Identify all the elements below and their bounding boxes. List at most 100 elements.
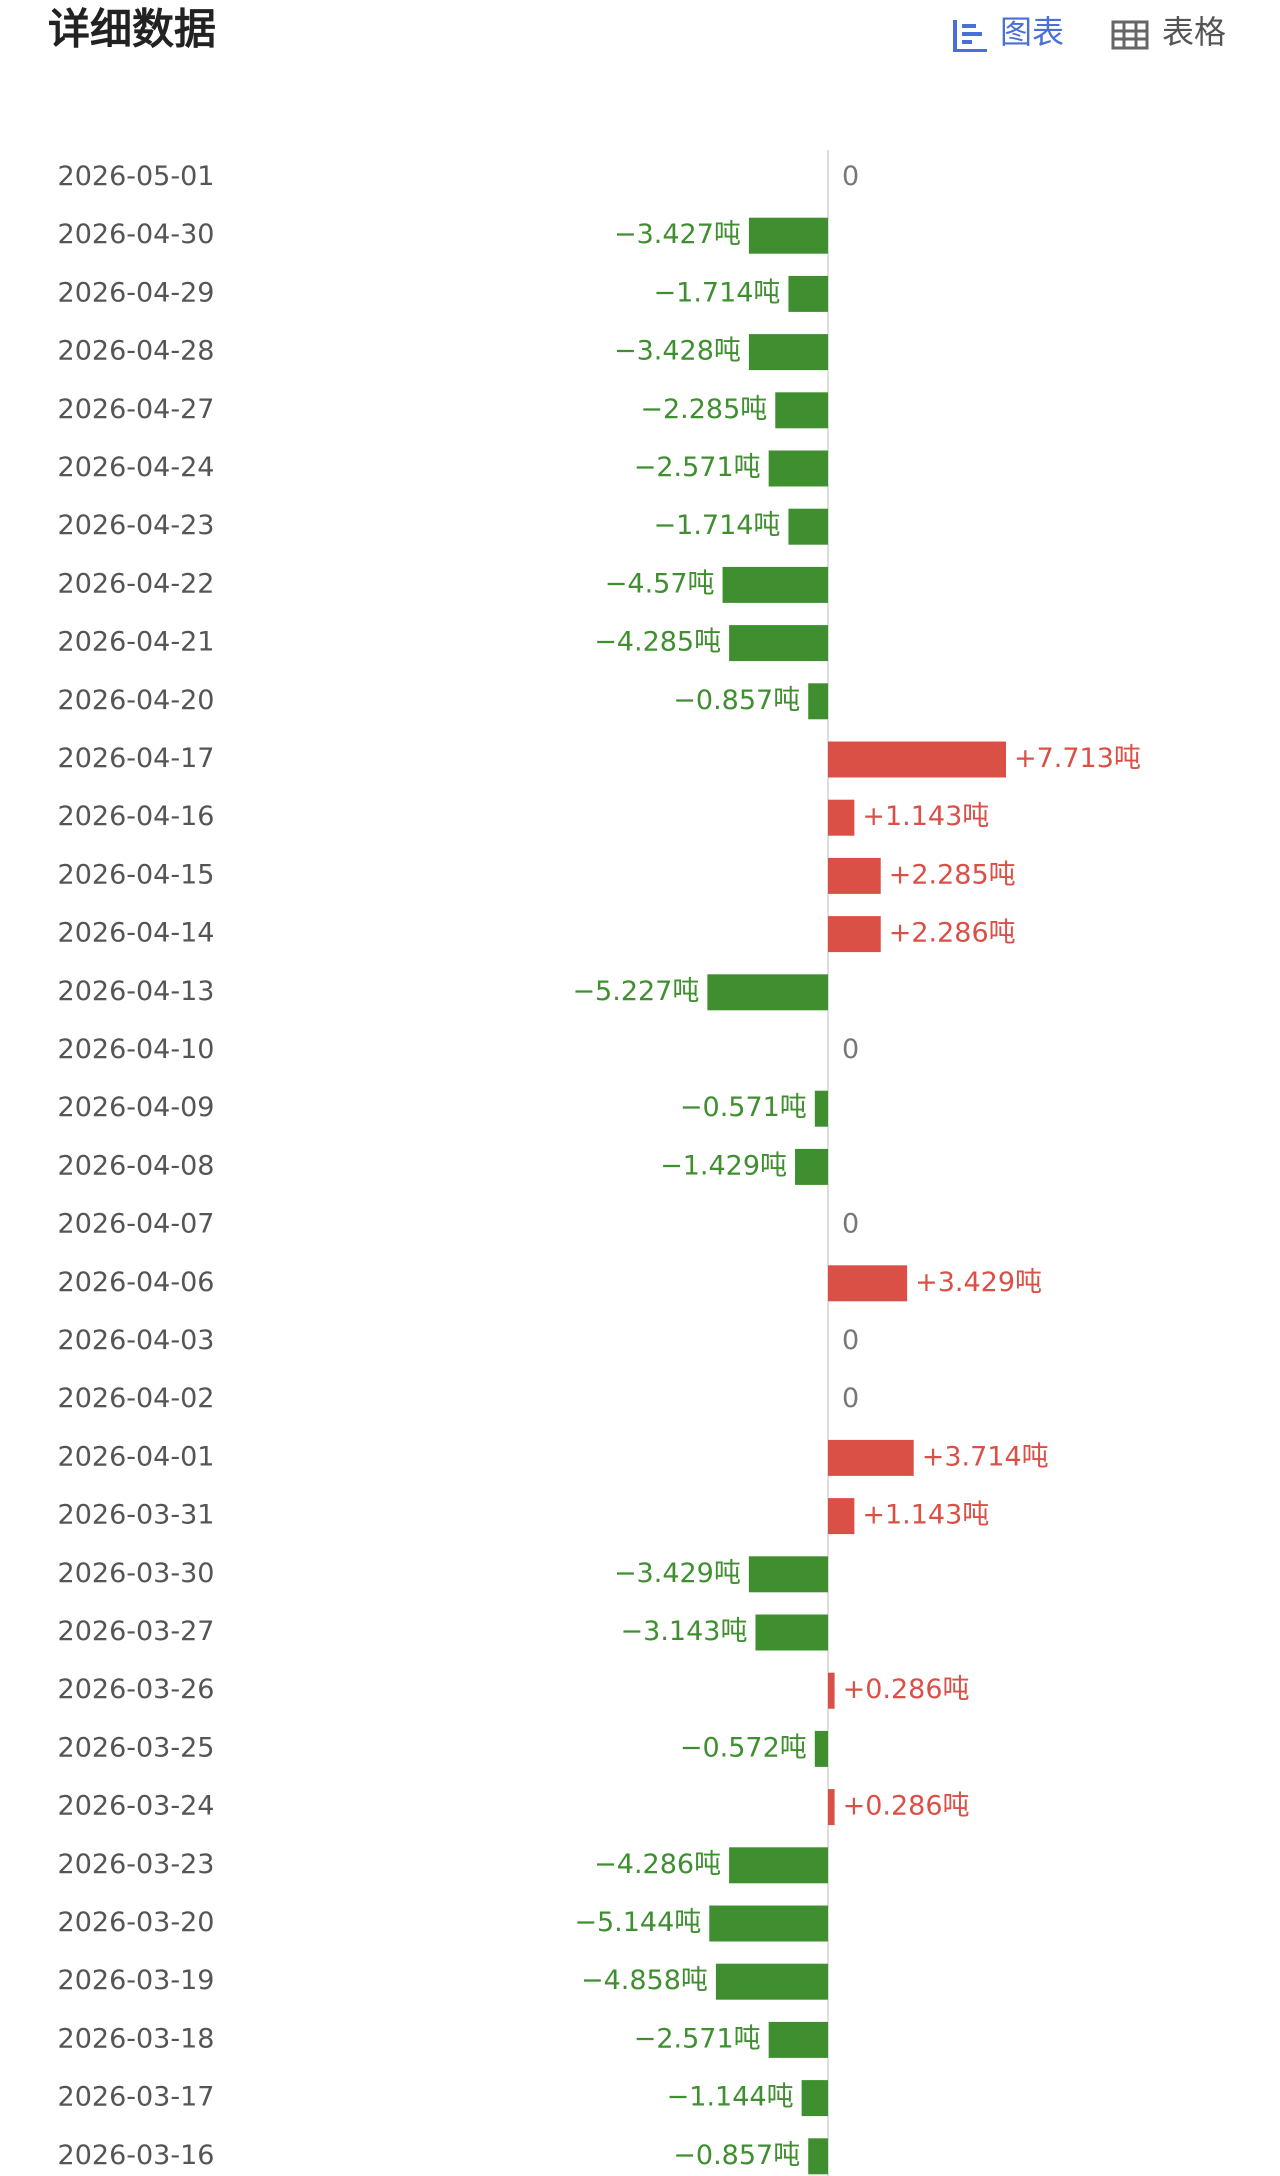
value-label: −1.429吨 [660,1150,787,1181]
value-label: +3.714吨 [922,1441,1049,1472]
bar [748,1556,828,1593]
y-tick-label: 2026-04-14 [58,918,215,949]
tab-icon [953,49,987,52]
bar [808,683,828,720]
y-tick-label: 2026-03-27 [58,1616,215,1647]
value-label: −0.857吨 [673,685,800,716]
value-label: 0 [842,1325,859,1356]
y-tick-label: 2026-04-13 [58,976,215,1007]
bar [755,1614,828,1651]
value-label: −3.427吨 [614,219,741,250]
y-tick-label: 2026-04-08 [58,1150,215,1181]
y-tick-label: 2026-05-01 [58,161,215,192]
bar [715,1963,828,2000]
value-label: 0 [842,1383,859,1414]
tab-icon [1111,20,1149,50]
y-tick-label: 2026-04-22 [58,568,215,599]
tab-label: 图表 [1000,13,1064,51]
bar [828,1439,914,1476]
bar [748,334,828,371]
y-tick-label: 2026-04-27 [58,394,215,425]
value-label: −0.572吨 [680,1732,807,1763]
value-label: +3.429吨 [915,1267,1042,1298]
bar [814,1090,828,1127]
bar [828,741,1006,778]
page-title: 详细数据 [48,5,216,54]
bar [828,857,881,894]
y-tick-label: 2026-04-28 [58,336,215,367]
value-label: +1.143吨 [862,1500,989,1531]
tab-icon [962,40,972,44]
value-label: +7.713吨 [1014,743,1141,774]
value-label: −1.714吨 [654,510,781,541]
value-label: +2.285吨 [889,859,1016,890]
bar [709,1905,828,1942]
y-tick-label: 2026-04-23 [58,510,215,541]
y-tick-label: 2026-04-17 [58,743,215,774]
bar [828,1672,835,1709]
value-label: −3.143吨 [621,1616,748,1647]
y-tick-label: 2026-03-24 [58,1791,215,1822]
y-tick-label: 2026-03-20 [58,1907,215,1938]
y-tick-label: 2026-04-01 [58,1441,215,1472]
bar [775,392,828,429]
value-label: −1.144吨 [667,2082,794,2113]
bar [828,799,855,836]
value-label: −3.428吨 [614,336,741,367]
bar [729,1847,828,1884]
y-tick-label: 2026-03-18 [58,2023,215,2054]
bar [748,217,828,254]
bar [722,566,828,603]
bar [814,1730,828,1767]
value-label: −2.571吨 [634,2023,761,2054]
bar [828,1789,835,1826]
tab-icon [962,24,976,28]
value-label: +0.286吨 [843,1674,970,1705]
value-label: −2.571吨 [634,452,761,483]
bar [808,2138,828,2175]
y-tick-label: 2026-03-30 [58,1558,215,1589]
y-tick-label: 2026-04-30 [58,219,215,250]
y-tick-label: 2026-04-03 [58,1325,215,1356]
y-tick-label: 2026-03-19 [58,1965,215,1996]
bar [788,275,828,312]
value-label: 0 [842,1034,859,1065]
bar [768,450,828,487]
bar [707,974,828,1011]
value-label: −5.144吨 [574,1907,701,1938]
value-label: −4.285吨 [594,627,721,658]
y-tick-label: 2026-04-10 [58,1034,215,1065]
y-tick-label: 2026-03-17 [58,2082,215,2113]
value-label: +0.286吨 [843,1791,970,1822]
y-tick-label: 2026-04-16 [58,801,215,832]
y-tick-label: 2026-04-09 [58,1092,215,1123]
y-tick-label: 2026-04-20 [58,685,215,716]
value-label: −0.857吨 [673,2140,800,2171]
y-tick-label: 2026-04-24 [58,452,215,483]
value-label: 0 [842,1209,859,1240]
tab-icon [953,20,957,52]
bar [795,1148,828,1185]
value-label: −0.571吨 [680,1092,807,1123]
value-label: −5.227吨 [572,976,699,1007]
value-label: −1.714吨 [654,277,781,308]
bar [828,916,881,953]
y-tick-label: 2026-03-16 [58,2140,215,2171]
value-label: +2.286吨 [889,918,1016,949]
y-tick-label: 2026-03-25 [58,1732,215,1763]
value-label: −3.429吨 [614,1558,741,1589]
value-label: −2.285吨 [640,394,767,425]
value-label: −4.286吨 [594,1849,721,1880]
bar [828,1498,855,1535]
y-tick-label: 2026-03-23 [58,1849,215,1880]
value-label: −4.57吨 [605,568,715,599]
chart-tab[interactable]: 图表 [953,13,1064,52]
bar [768,2021,828,2058]
y-tick-label: 2026-04-15 [58,859,215,890]
bar [729,625,828,662]
tab-label: 表格 [1162,13,1226,51]
y-tick-label: 2026-03-31 [58,1500,215,1531]
table-tab[interactable]: 表格 [1111,13,1226,51]
